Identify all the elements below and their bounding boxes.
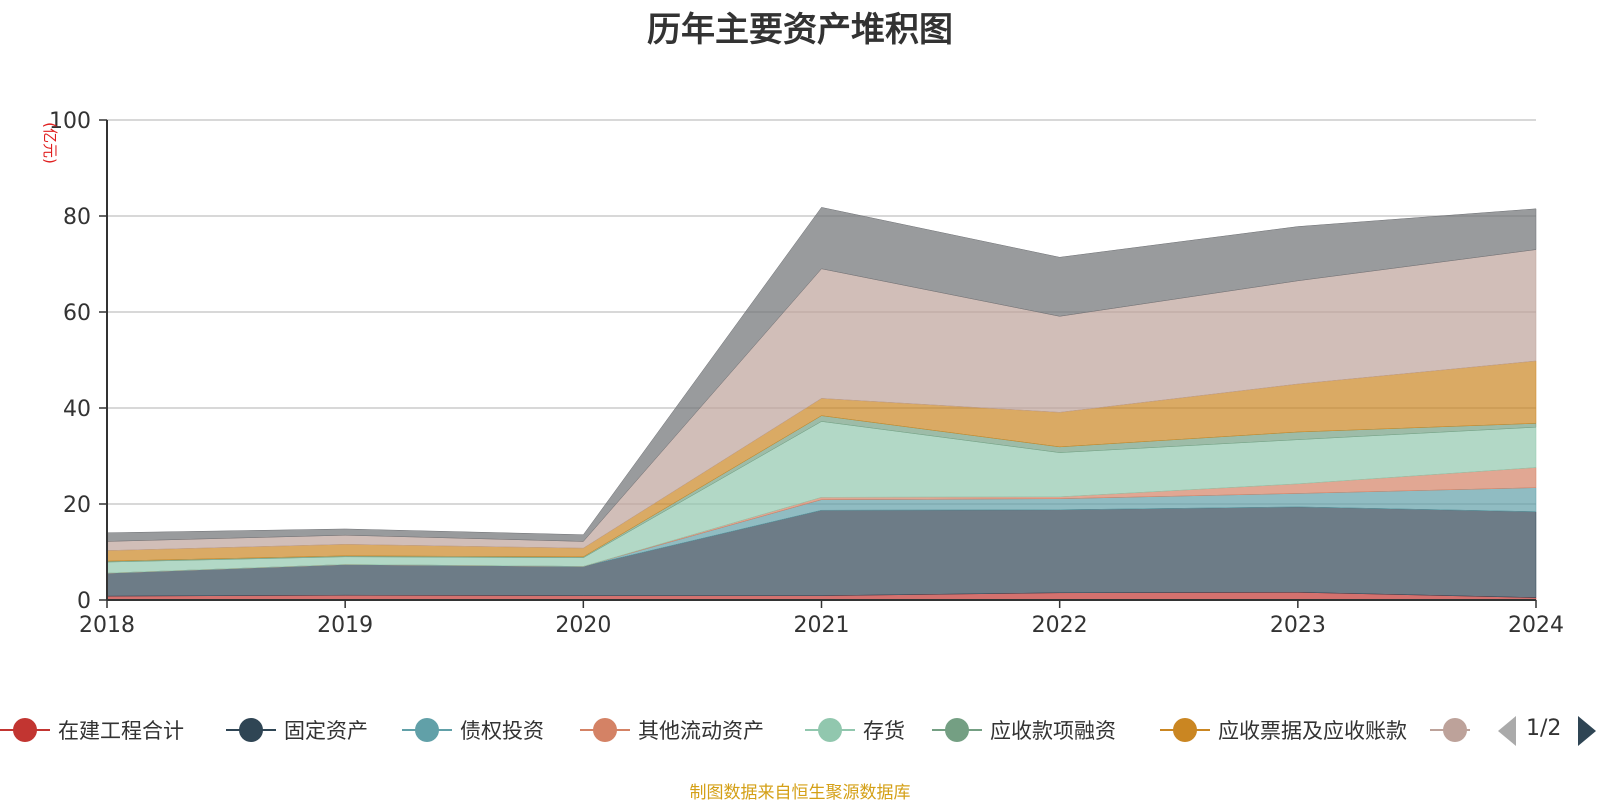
legend-item-clipped[interactable]	[1430, 712, 1470, 748]
y-axis-label: (亿元)	[41, 122, 59, 164]
x-tick-label: 2018	[79, 613, 135, 638]
legend-prev-page-button[interactable]	[1498, 716, 1516, 746]
legend-item[interactable]: 应收票据及应收账款	[1160, 712, 1407, 748]
legend-swatch-icon	[402, 712, 452, 748]
x-tick-label: 2020	[555, 613, 611, 638]
y-tick-label: 20	[63, 493, 91, 518]
y-tick-label: 100	[49, 109, 91, 134]
legend-label: 应收票据及应收账款	[1218, 719, 1407, 743]
y-tick-label: 0	[77, 589, 91, 614]
area-series	[106, 207, 1537, 601]
legend-label: 应收款项融资	[990, 719, 1116, 743]
legend-page-indicator: 1/2	[1526, 716, 1562, 741]
y-tick-label: 60	[63, 301, 91, 326]
legend: 在建工程合计 固定资产 债权投资 其他流动资产 存货 应收款项融资 应收票据及应收账款	[0, 712, 1600, 748]
x-tick-label: 2024	[1508, 613, 1564, 638]
x-tick-label: 2023	[1270, 613, 1326, 638]
legend-swatch-icon	[1160, 712, 1210, 748]
area-series-8	[106, 207, 1537, 542]
legend-label: 固定资产	[284, 719, 368, 743]
legend-label: 债权投资	[460, 719, 544, 743]
legend-label: 其他流动资产	[638, 719, 764, 743]
chart-title: 历年主要资产堆积图	[647, 10, 953, 50]
y-tick-label: 80	[63, 205, 91, 230]
x-tick-label: 2019	[317, 613, 373, 638]
legend-item[interactable]: 固定资产	[226, 712, 368, 748]
legend-item[interactable]: 在建工程合计	[0, 712, 184, 748]
x-tick-label: 2022	[1032, 613, 1088, 638]
x-tick-label: 2021	[794, 613, 850, 638]
legend-swatch-icon	[805, 712, 855, 748]
y-tick-label: 40	[63, 397, 91, 422]
legend-swatch-icon	[932, 712, 982, 748]
tick-labels: 0 20 40 60 80 100 2018 2019 2020 2021 2022 2023 2024	[49, 109, 1564, 638]
legend-item[interactable]: 其他流动资产	[580, 712, 764, 748]
legend-swatch-icon	[0, 712, 50, 748]
legend-next-page-button[interactable]	[1578, 716, 1596, 746]
legend-swatch-icon	[226, 712, 276, 748]
legend-swatch-icon	[580, 712, 630, 748]
legend-label: 存货	[863, 719, 905, 743]
legend-item[interactable]: 应收款项融资	[932, 712, 1116, 748]
legend-item[interactable]: 存货	[805, 712, 905, 748]
data-source-note: 制图数据来自恒生聚源数据库	[689, 783, 911, 803]
legend-item[interactable]: 债权投资	[402, 712, 544, 748]
legend-label: 在建工程合计	[58, 719, 184, 743]
